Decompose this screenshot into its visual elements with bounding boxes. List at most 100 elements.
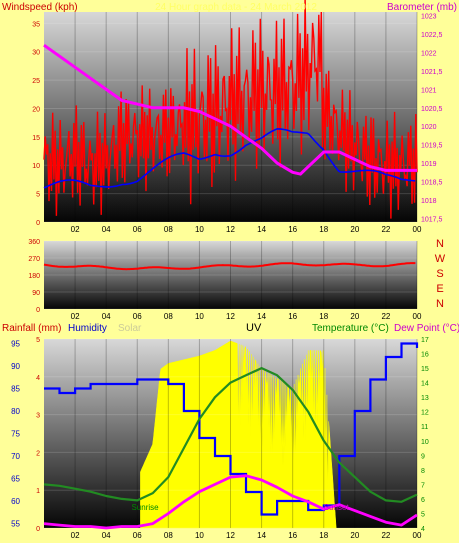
rain-y-tick-5: 5 xyxy=(36,337,40,344)
dir-x-tick-10: 10 xyxy=(195,312,204,321)
baro-y2-tick-1020: 1020 xyxy=(421,124,437,131)
humidity-line xyxy=(44,342,419,516)
dir-x-tick-00: 00 xyxy=(413,312,422,321)
wind-x-tick-22: 22 xyxy=(381,225,390,234)
hum-y-tick-90: 90 xyxy=(11,362,20,371)
temp-x-tick-12: 12 xyxy=(226,531,235,540)
wind-x-tick-06: 06 xyxy=(133,225,142,234)
dir-y-tick-270: 270 xyxy=(28,256,40,263)
temp-y2-tick-12: 12 xyxy=(421,410,429,417)
temp-x-tick-20: 20 xyxy=(350,531,359,540)
chart-title: 24 Hour graph data - 24 March 2012 xyxy=(155,2,317,13)
legend-solar: Solar xyxy=(118,323,142,334)
dir-x-tick-22: 22 xyxy=(381,312,390,321)
hum-y-tick-70: 70 xyxy=(11,452,20,461)
baro-y2-tick-1022,5: 1022,5 xyxy=(421,32,443,39)
temp-x-tick-10: 10 xyxy=(195,531,204,540)
wind-y-tick-15: 15 xyxy=(32,135,40,142)
wind-y-tick-5: 5 xyxy=(36,192,40,199)
temp-y2-tick-5: 5 xyxy=(421,511,425,518)
temp-x-tick-16: 16 xyxy=(288,531,297,540)
wind-x-tick-10: 10 xyxy=(195,225,204,234)
baro-y2-tick-1022: 1022 xyxy=(421,51,437,58)
wind-x-tick-14: 14 xyxy=(257,225,266,234)
baro-y2-tick-1021,5: 1021,5 xyxy=(421,69,443,76)
rain-y-tick-1: 1 xyxy=(36,488,40,495)
wind-y-tick-35: 35 xyxy=(32,21,40,28)
compass-label-2: S xyxy=(436,268,443,280)
wind-x-tick-02: 02 xyxy=(71,225,80,234)
hum-y-tick-80: 80 xyxy=(11,407,20,416)
dir-y-tick-90: 90 xyxy=(32,290,40,297)
hum-y-tick-60: 60 xyxy=(11,497,20,506)
baro-y2-tick-1017,5: 1017,5 xyxy=(421,216,443,223)
direction-line xyxy=(43,262,416,271)
dir-y-tick-0: 0 xyxy=(36,307,40,314)
temp-y2-tick-7: 7 xyxy=(421,482,425,489)
hum-y-tick-65: 65 xyxy=(11,475,20,484)
baro-y2-tick-1019: 1019 xyxy=(421,161,437,168)
temp-x-tick-14: 14 xyxy=(257,531,266,540)
baro-y2-tick-1018: 1018 xyxy=(421,198,437,205)
hum-y-tick-85: 85 xyxy=(11,385,20,394)
dir-x-tick-16: 16 xyxy=(288,312,297,321)
dir-y-tick-180: 180 xyxy=(28,273,40,280)
wind-y-tick-20: 20 xyxy=(32,106,40,113)
baro-axis-label: Barometer (mb) xyxy=(387,2,457,13)
rain-y-tick-0: 0 xyxy=(36,526,40,533)
rain-y-tick-2: 2 xyxy=(36,450,40,457)
temp-y2-tick-4: 4 xyxy=(421,526,425,533)
barometer-line xyxy=(43,43,417,176)
legend-uv: UV xyxy=(246,322,262,334)
dir-x-tick-20: 20 xyxy=(350,312,359,321)
temp-x-tick-18: 18 xyxy=(319,531,328,540)
temp-y2-tick-10: 10 xyxy=(421,439,429,446)
temp-y2-tick-14: 14 xyxy=(421,381,429,388)
wind-x-tick-00: 00 xyxy=(413,225,422,234)
dir-x-tick-06: 06 xyxy=(133,312,142,321)
temp-y2-tick-17: 17 xyxy=(421,337,429,344)
wind-gust-line xyxy=(43,0,418,219)
temp-x-tick-04: 04 xyxy=(102,531,111,540)
compass-label-1: W xyxy=(435,253,446,265)
hum-y-tick-95: 95 xyxy=(11,340,20,349)
temp-x-tick-00: 00 xyxy=(413,531,422,540)
temp-y2-tick-9: 9 xyxy=(421,453,425,460)
temp-y2-tick-11: 11 xyxy=(421,424,428,431)
annotation-sunrise: Sunrise xyxy=(131,503,159,512)
wind-x-tick-08: 08 xyxy=(164,225,173,234)
baro-y2-tick-1023: 1023 xyxy=(421,14,437,21)
temp-x-tick-22: 22 xyxy=(381,531,390,540)
wind-x-tick-12: 12 xyxy=(226,225,235,234)
dir-y-tick-360: 360 xyxy=(28,239,40,246)
compass-label-4: N xyxy=(436,298,444,310)
temp-y2-tick-6: 6 xyxy=(421,497,425,504)
temp-x-tick-02: 02 xyxy=(71,531,80,540)
temp-y2-tick-13: 13 xyxy=(421,395,429,402)
hum-y-tick-75: 75 xyxy=(11,430,20,439)
hum-y-tick-55: 55 xyxy=(11,520,20,529)
dir-x-tick-12: 12 xyxy=(226,312,235,321)
wind-y-tick-30: 30 xyxy=(32,50,40,57)
wind-x-tick-16: 16 xyxy=(288,225,297,234)
wind-x-tick-04: 04 xyxy=(102,225,111,234)
baro-y2-tick-1019,5: 1019,5 xyxy=(421,143,443,150)
wind-axis-label: Windspeed (kph) xyxy=(2,2,78,13)
temp-x-tick-08: 08 xyxy=(164,531,173,540)
wind-x-tick-18: 18 xyxy=(319,225,328,234)
wind-average-line xyxy=(43,128,416,189)
baro-y2-tick-1020,5: 1020,5 xyxy=(421,106,443,113)
legend-dewpoint: Dew Point (°C) xyxy=(394,323,459,334)
legend-rainfall: Rainfall (mm) xyxy=(2,323,61,334)
wind-x-tick-20: 20 xyxy=(350,225,359,234)
solar-area xyxy=(140,340,337,529)
temp-x-tick-06: 06 xyxy=(133,531,142,540)
dir-x-tick-18: 18 xyxy=(319,312,328,321)
direction-plot-area xyxy=(44,241,417,309)
dir-x-tick-08: 08 xyxy=(164,312,173,321)
compass-label-0: N xyxy=(436,238,444,250)
rain-y-tick-3: 3 xyxy=(36,413,40,420)
annotation-sunset: Sunset xyxy=(324,503,350,512)
wind-y-tick-10: 10 xyxy=(32,163,40,170)
